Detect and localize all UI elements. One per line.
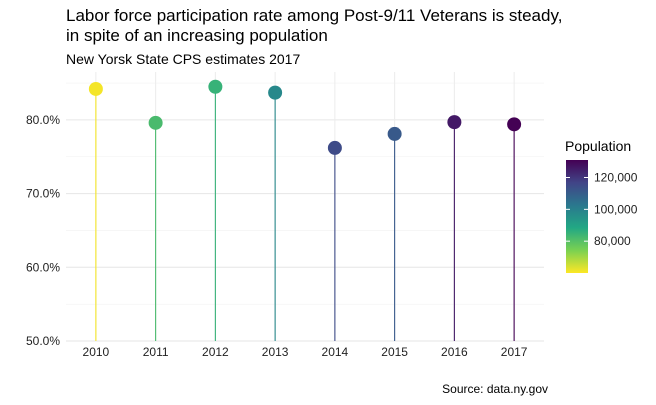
y-tick-label: 60.0% (26, 260, 60, 274)
x-tick-label: 2013 (262, 345, 289, 359)
x-tick-label: 2015 (381, 345, 408, 359)
legend-title: Population (565, 138, 631, 154)
data-point (387, 126, 402, 141)
chart-caption: Source: data.ny.gov (442, 382, 548, 396)
data-point (208, 79, 223, 94)
x-tick-label: 2016 (441, 345, 468, 359)
y-tick-label: 70.0% (26, 187, 60, 201)
x-tick-label: 2014 (322, 345, 349, 359)
legend-tick-label: 80,000 (594, 234, 631, 248)
legend-colorbar (566, 160, 588, 273)
data-point (507, 117, 522, 132)
legend-tick-label: 100,000 (594, 202, 638, 216)
x-tick-label: 2012 (202, 345, 229, 359)
data-point (88, 81, 103, 96)
x-tick-label: 2011 (143, 345, 169, 359)
data-point (148, 115, 163, 130)
y-tick-label: 50.0% (26, 334, 60, 348)
legend-tick-label: 120,000 (594, 171, 638, 185)
chart-title: Labor force participation rate among Pos… (66, 6, 563, 45)
legend: Population 80,000 100,000 120,000 (565, 138, 638, 273)
data-point (447, 115, 462, 130)
chart-subtitle: New Yorsk State CPS estimates 2017 (66, 51, 301, 67)
y-tick-label: 80.0% (26, 113, 60, 127)
x-tick-label: 2010 (83, 345, 110, 359)
x-tick-label: 2017 (501, 345, 528, 359)
data-point (327, 140, 342, 155)
data-point (268, 85, 283, 100)
